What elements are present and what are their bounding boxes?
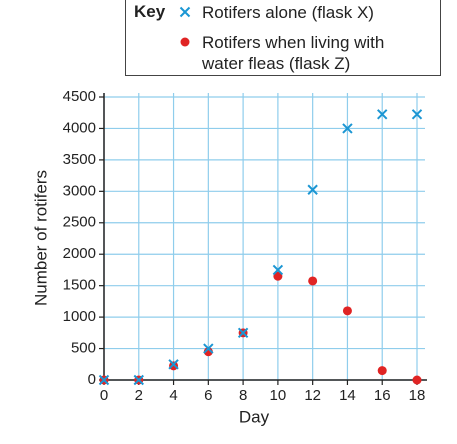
marker-x xyxy=(272,264,284,276)
x-axis-label: Day xyxy=(239,407,270,426)
x-tick-label: 0 xyxy=(100,387,108,404)
marker-x xyxy=(307,184,318,195)
x-tick-label: 18 xyxy=(409,387,426,404)
x-tick-label: 12 xyxy=(304,387,321,404)
marker-x xyxy=(237,327,249,339)
legend-label: Rotifers when living with water fleas (f… xyxy=(202,33,385,73)
y-tick-label: 0 xyxy=(88,371,96,388)
marker-dot xyxy=(180,37,190,47)
marker-dot xyxy=(412,375,422,385)
x-tick-label: 14 xyxy=(339,387,356,404)
y-tick-label: 1500 xyxy=(63,277,96,294)
marker-dot xyxy=(169,361,179,371)
legend-marker xyxy=(179,6,191,18)
y-tick-label: 2500 xyxy=(63,214,96,231)
y-tick-label: 2000 xyxy=(63,245,96,262)
marker-x xyxy=(179,6,191,18)
marker-dot xyxy=(377,366,387,376)
y-tick-label: 3000 xyxy=(63,182,96,199)
y-tick-label: 4000 xyxy=(63,119,96,136)
marker-dot xyxy=(308,276,318,286)
marker-x xyxy=(377,109,388,120)
legend: Key Rotifers alone (flask X) Rotifers whe… xyxy=(125,0,441,76)
y-tick-label: 3500 xyxy=(63,151,96,168)
legend-item: Rotifers alone (flask X) xyxy=(178,2,417,23)
marker-x xyxy=(411,109,423,120)
y-tick-label: 4500 xyxy=(63,88,96,105)
marker-x xyxy=(342,123,353,134)
legend-marker xyxy=(180,37,190,47)
marker-x xyxy=(168,359,179,370)
y-tick-label: 500 xyxy=(71,340,96,357)
x-tick-label: 6 xyxy=(204,387,212,404)
marker-x xyxy=(133,374,144,386)
legend-item: Rotifers when living with water fleas (f… xyxy=(178,32,417,74)
x-tick-label: 2 xyxy=(135,387,143,404)
marker-dot xyxy=(342,306,352,316)
x-tick-label: 10 xyxy=(270,387,287,404)
x-tick-label: 16 xyxy=(374,387,391,404)
y-tick-label: 1000 xyxy=(63,308,96,325)
legend-label: Rotifers alone (flask X) xyxy=(202,3,374,22)
y-axis-label: Number of rotifers xyxy=(31,170,50,306)
marker-x xyxy=(98,374,110,386)
marker-dot xyxy=(273,271,283,281)
x-tick-label: 4 xyxy=(169,387,177,404)
legend-title: Key xyxy=(134,2,166,21)
marker-x xyxy=(203,343,214,354)
x-tick-label: 8 xyxy=(239,387,247,404)
